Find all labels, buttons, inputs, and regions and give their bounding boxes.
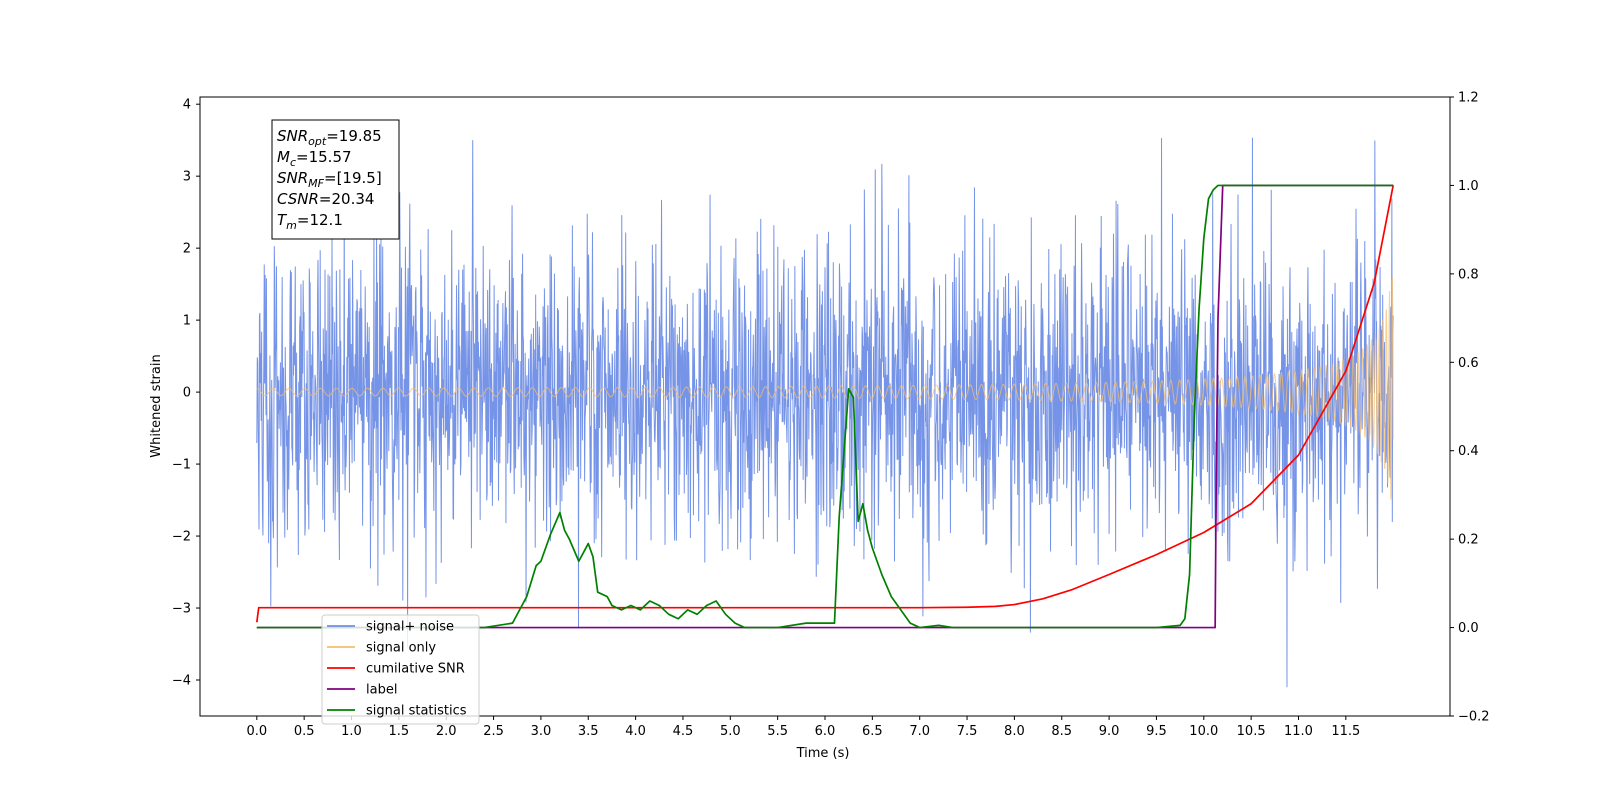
y-right-tick-label: 1.0 xyxy=(1458,179,1479,194)
y-left-tick-label: −1 xyxy=(172,458,191,473)
x-tick-label: 10.5 xyxy=(1237,724,1266,739)
x-tick-label: 2.5 xyxy=(483,724,504,739)
y-right-tick-label: 1.2 xyxy=(1458,91,1479,106)
x-tick-label: 9.5 xyxy=(1146,724,1167,739)
x-tick-label: 6.5 xyxy=(862,724,883,739)
axes-ticks: 0.0 0.5 1.0 1.5 2.0 2.5 3.0 3.5 4.0 4.5 5.0 5.5 6.0 6… xyxy=(172,91,1490,740)
y-left-tick-label: 4 xyxy=(183,98,191,113)
stats-annotation-box: SNRopt=19.85Mc=15.57SNRMF=[19.5]CSNR=20.… xyxy=(271,119,400,240)
x-tick-label: 10.0 xyxy=(1189,724,1218,739)
series-layer xyxy=(255,137,1395,688)
x-tick-label: 3.5 xyxy=(578,724,599,739)
x-tick-label: 6.0 xyxy=(815,724,836,739)
x-tick-label: 0.5 xyxy=(294,724,315,739)
x-tick-label: 7.5 xyxy=(957,724,978,739)
x-tick-label: 1.5 xyxy=(389,724,410,739)
x-tick-label: 8.5 xyxy=(1051,724,1072,739)
x-tick-label: 5.0 xyxy=(720,724,741,739)
annotation-line: CSNR=20.34 xyxy=(277,190,374,208)
series-signal-statistics-line xyxy=(256,184,1394,629)
y-left-tick-label: 3 xyxy=(183,170,191,185)
y-left-tick-label: −2 xyxy=(172,530,191,545)
x-tick-label: 1.0 xyxy=(341,724,362,739)
y-right-tick-label: 0.0 xyxy=(1458,621,1479,636)
y-right-tick-label: 0.6 xyxy=(1458,356,1479,371)
annotation-line: SNRopt=19.85 xyxy=(277,127,382,148)
x-tick-label: 4.5 xyxy=(673,724,694,739)
legend-label: signal statistics xyxy=(366,704,467,719)
x-tick-label: 11.5 xyxy=(1331,724,1360,739)
x-tick-label: 9.0 xyxy=(1099,724,1120,739)
series-cumilative-snr-line xyxy=(255,185,1395,623)
x-tick-label: 3.0 xyxy=(531,724,552,739)
y-left-tick-label: −3 xyxy=(172,602,191,617)
y-left-tick-label: 2 xyxy=(183,242,191,257)
series-signal-noise-line xyxy=(256,137,1394,688)
x-tick-label: 8.0 xyxy=(1004,724,1025,739)
y-right-tick-label: 0.4 xyxy=(1458,444,1479,459)
x-tick-label: 2.0 xyxy=(436,724,457,739)
annotation-line: Tm=12.1 xyxy=(277,211,343,232)
legend-label: label xyxy=(366,683,397,698)
series-signal-only-line xyxy=(256,277,1394,500)
x-tick-label: 5.5 xyxy=(767,724,788,739)
y-right-tick-label: −0.2 xyxy=(1458,710,1490,725)
x-tick-label: 0.0 xyxy=(246,724,267,739)
y-right-tick-label: 0.2 xyxy=(1458,533,1479,548)
y-left-tick-label: 1 xyxy=(183,314,191,329)
legend: signal+ noise signal only cumilative SNR la… xyxy=(321,614,480,725)
y-axis-label: Whitened strain xyxy=(149,354,164,457)
annotation-line: SNRMF=[19.5] xyxy=(277,169,382,190)
legend-frame xyxy=(321,614,480,725)
x-tick-label: 7.0 xyxy=(909,724,930,739)
x-tick-label: 11.0 xyxy=(1284,724,1313,739)
y-right-tick-label: 0.8 xyxy=(1458,267,1479,282)
annotation-line: Mc=15.57 xyxy=(277,148,352,169)
y-left-tick-label: 0 xyxy=(183,386,191,401)
legend-label: signal+ noise xyxy=(366,620,454,635)
y-left-tick-label: −4 xyxy=(172,674,191,689)
legend-label: cumilative SNR xyxy=(366,662,465,677)
x-tick-label: 4.0 xyxy=(625,724,646,739)
x-axis-label: Time (s) xyxy=(796,746,850,761)
annotation-frame xyxy=(271,119,400,240)
legend-label: signal only xyxy=(366,641,436,656)
